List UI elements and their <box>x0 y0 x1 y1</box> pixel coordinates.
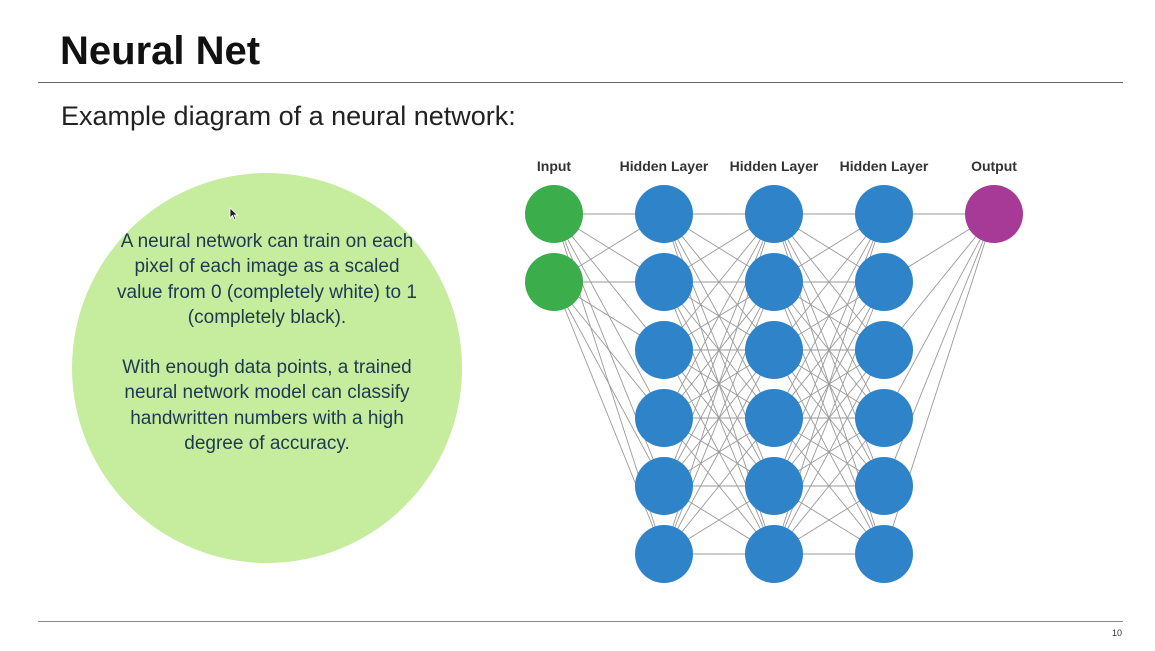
network-node <box>635 253 693 311</box>
neural-network-diagram: Input Hidden Layer Hidden Layer Hidden Laye… <box>525 158 1023 583</box>
network-edge <box>663 281 775 555</box>
network-node <box>745 321 803 379</box>
info-bubble <box>72 173 462 563</box>
network-edge <box>773 349 885 555</box>
network-edge <box>883 213 995 351</box>
network-edge <box>663 417 775 555</box>
network-edge <box>553 281 665 555</box>
network-edge <box>773 213 885 419</box>
network-node <box>855 253 913 311</box>
info-paragraph-2: With enough data points, a trained neura… <box>122 357 412 455</box>
network-node <box>525 253 583 311</box>
network-node <box>855 389 913 447</box>
network-edge <box>773 417 885 555</box>
mouse-cursor-icon <box>229 207 239 221</box>
layer-label: Output <box>971 158 1017 174</box>
network-nodes <box>525 185 1023 583</box>
title-divider <box>38 82 1123 83</box>
network-edge <box>773 213 885 351</box>
network-node <box>525 185 583 243</box>
network-node <box>635 525 693 583</box>
footer-divider <box>38 621 1123 622</box>
network-node <box>965 185 1023 243</box>
network-node <box>745 457 803 515</box>
network-edge <box>663 213 775 351</box>
slide-subtitle: Example diagram of a neural network: <box>61 101 516 131</box>
network-node <box>745 389 803 447</box>
network-node <box>855 321 913 379</box>
network-edge <box>883 213 995 419</box>
page-number: 10 <box>1112 628 1123 638</box>
network-node <box>635 321 693 379</box>
network-node <box>745 185 803 243</box>
network-node <box>745 253 803 311</box>
network-edge <box>663 213 775 419</box>
network-edge <box>663 349 775 555</box>
layer-label: Hidden Layer <box>730 158 819 174</box>
layer-label: Input <box>537 158 572 174</box>
network-node <box>855 457 913 515</box>
network-edge <box>883 213 995 487</box>
network-node <box>855 185 913 243</box>
slide-title: Neural Net <box>60 29 261 73</box>
network-edge <box>663 213 775 487</box>
network-edge <box>773 281 885 555</box>
info-paragraph-1: A neural network can train on each pixel… <box>117 231 417 328</box>
network-node <box>745 525 803 583</box>
network-edge <box>553 281 665 419</box>
network-node <box>635 457 693 515</box>
layer-label: Hidden Layer <box>840 158 929 174</box>
network-node <box>635 185 693 243</box>
network-edge <box>553 281 665 487</box>
network-node <box>635 389 693 447</box>
info-bubble-text: A neural network can train on each pixel… <box>112 229 422 456</box>
network-node <box>855 525 913 583</box>
layer-label: Hidden Layer <box>620 158 709 174</box>
network-edge <box>773 213 885 487</box>
layer-labels: Input Hidden Layer Hidden Layer Hidden Laye… <box>537 158 1017 174</box>
